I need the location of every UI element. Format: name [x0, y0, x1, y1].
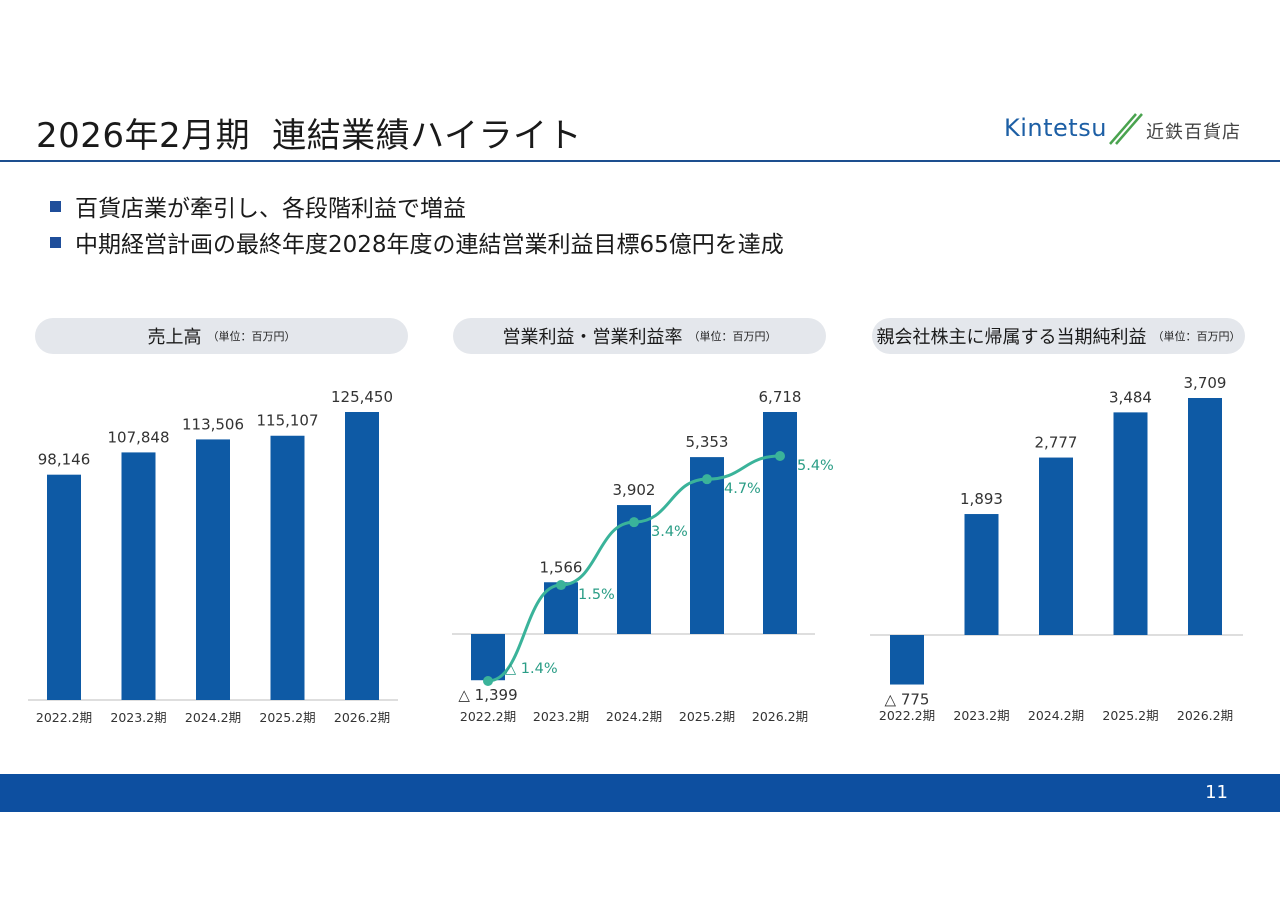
- logo-slash-icon: [1109, 113, 1143, 145]
- operating-margin-label: 5.4%: [797, 458, 834, 474]
- data-label: 98,146: [38, 451, 91, 469]
- tick-label: 2024.2期: [1028, 708, 1084, 723]
- operating-margin-line: [487, 454, 781, 683]
- data-label: 113,506: [182, 415, 244, 433]
- tick-label: 2025.2期: [259, 710, 315, 725]
- data-label: 115,107: [256, 412, 318, 430]
- operating-margin-point: [483, 676, 493, 686]
- data-label: △ 775: [885, 691, 930, 709]
- title-subject: 連結業績ハイライト: [272, 116, 582, 156]
- bar-2023.2期: [544, 582, 578, 634]
- operating-margin-point: [629, 517, 639, 528]
- chart-unit-text: （単位：百万円）: [1152, 330, 1241, 343]
- operating-margin-label: 3.4%: [651, 524, 688, 540]
- chart-title-text: 親会社株主に帰属する当期純利益: [876, 327, 1147, 348]
- bar-2024.2期: [196, 439, 230, 700]
- tick-label: 2022.2期: [36, 710, 92, 725]
- bar-2025.2期: [690, 457, 724, 634]
- operating-margin-point: [775, 451, 785, 461]
- data-label: 6,718: [759, 388, 802, 406]
- bar-2023.2期: [121, 452, 156, 700]
- title-divider: [0, 160, 1280, 162]
- page-number: 11: [1205, 782, 1228, 803]
- tick-label: 2026.2期: [334, 710, 390, 725]
- operating-margin-label: 1.5%: [578, 587, 615, 603]
- bullet-item: 百貨店業が牽引し、各段階利益で増益: [48, 188, 784, 224]
- data-label: 3,902: [613, 481, 656, 499]
- data-label: 1,566: [540, 558, 583, 576]
- bullet-text: 百貨店業が牽引し、各段階利益で増益: [75, 196, 466, 222]
- chart-title-text: 営業利益・営業利益率: [502, 327, 683, 348]
- tick-label: 2026.2期: [1177, 708, 1233, 723]
- bar-2025.2期: [270, 435, 305, 700]
- data-label: 1,893: [960, 490, 1003, 508]
- tick-label: 2022.2期: [460, 709, 516, 724]
- square-bullet-icon: [50, 200, 61, 212]
- operating-margin-label: 4.7%: [724, 481, 761, 497]
- tick-label: 2025.2期: [1102, 708, 1158, 723]
- chart-unit-text: （単位：百万円）: [207, 330, 296, 343]
- bar-2022.2期: [471, 634, 505, 681]
- tick-label: 2026.2期: [752, 709, 808, 724]
- operating-margin-point: [556, 580, 566, 591]
- logo-japanese-name: 近鉄百貨店: [1146, 122, 1241, 143]
- charts-canvas: 98,146 2022.2期 107,848 2023.2期 113,506 2024.2…: [28, 374, 1243, 725]
- tick-label: 2023.2期: [110, 710, 166, 725]
- bar-2026.2期: [1188, 398, 1222, 635]
- bar-2026.2期: [763, 412, 797, 634]
- tick-label: 2025.2期: [679, 709, 735, 724]
- tick-label: 2024.2期: [185, 710, 241, 725]
- tick-label: 2023.2期: [533, 709, 589, 724]
- tick-label: 2022.2期: [879, 708, 935, 723]
- bar-2025.2期: [1113, 412, 1148, 635]
- chart-title-sales: 売上高 （単位：百万円）: [35, 318, 408, 354]
- bullet-item: 中期経営計画の最終年度2028年度の連結営業利益目標65億円を達成: [48, 224, 784, 260]
- data-label: 3,484: [1109, 388, 1152, 406]
- bullet-list: 百貨店業が牽引し、各段階利益で増益 中期経営計画の最終年度2028年度の連結営業…: [48, 188, 784, 260]
- bar-2022.2期: [47, 474, 81, 700]
- chart-title-text: 売上高: [147, 327, 202, 348]
- logo-text: Kintetsu: [1004, 114, 1107, 142]
- square-bullet-icon: [50, 236, 61, 248]
- data-label: 2,777: [1035, 434, 1078, 452]
- bar-2023.2期: [964, 514, 999, 635]
- title-period: 2026年2月期: [36, 116, 251, 156]
- data-label: △ 1,399: [458, 686, 517, 704]
- chart-title-operating-income: 営業利益・営業利益率 （単位：百万円）: [453, 318, 826, 354]
- data-label: 107,848: [107, 428, 169, 446]
- bar-2024.2期: [1039, 457, 1073, 635]
- chart-unit-text: （単位：百万円）: [688, 330, 777, 343]
- operating-margin-point: [702, 474, 712, 485]
- bar-2026.2期: [345, 412, 379, 700]
- tick-label: 2023.2期: [953, 708, 1009, 723]
- data-label: 125,450: [331, 388, 393, 406]
- operating-margin-label: △ 1.4%: [505, 661, 558, 677]
- tick-label: 2024.2期: [606, 709, 662, 724]
- bullet-text: 中期経営計画の最終年度2028年度の連結営業利益目標65億円を達成: [75, 232, 784, 258]
- kintetsu-logo: Kintetsu 近鉄百貨店: [1004, 112, 1244, 148]
- data-label: 3,709: [1184, 374, 1227, 392]
- page-title: 2026年2月期 連結業績ハイライト: [36, 108, 582, 157]
- chart-title-net-income: 親会社株主に帰属する当期純利益 （単位：百万円）: [872, 318, 1245, 354]
- footer-bar: 11: [0, 774, 1280, 812]
- bar-2022.2期: [890, 635, 924, 685]
- data-label: 5,353: [686, 433, 729, 451]
